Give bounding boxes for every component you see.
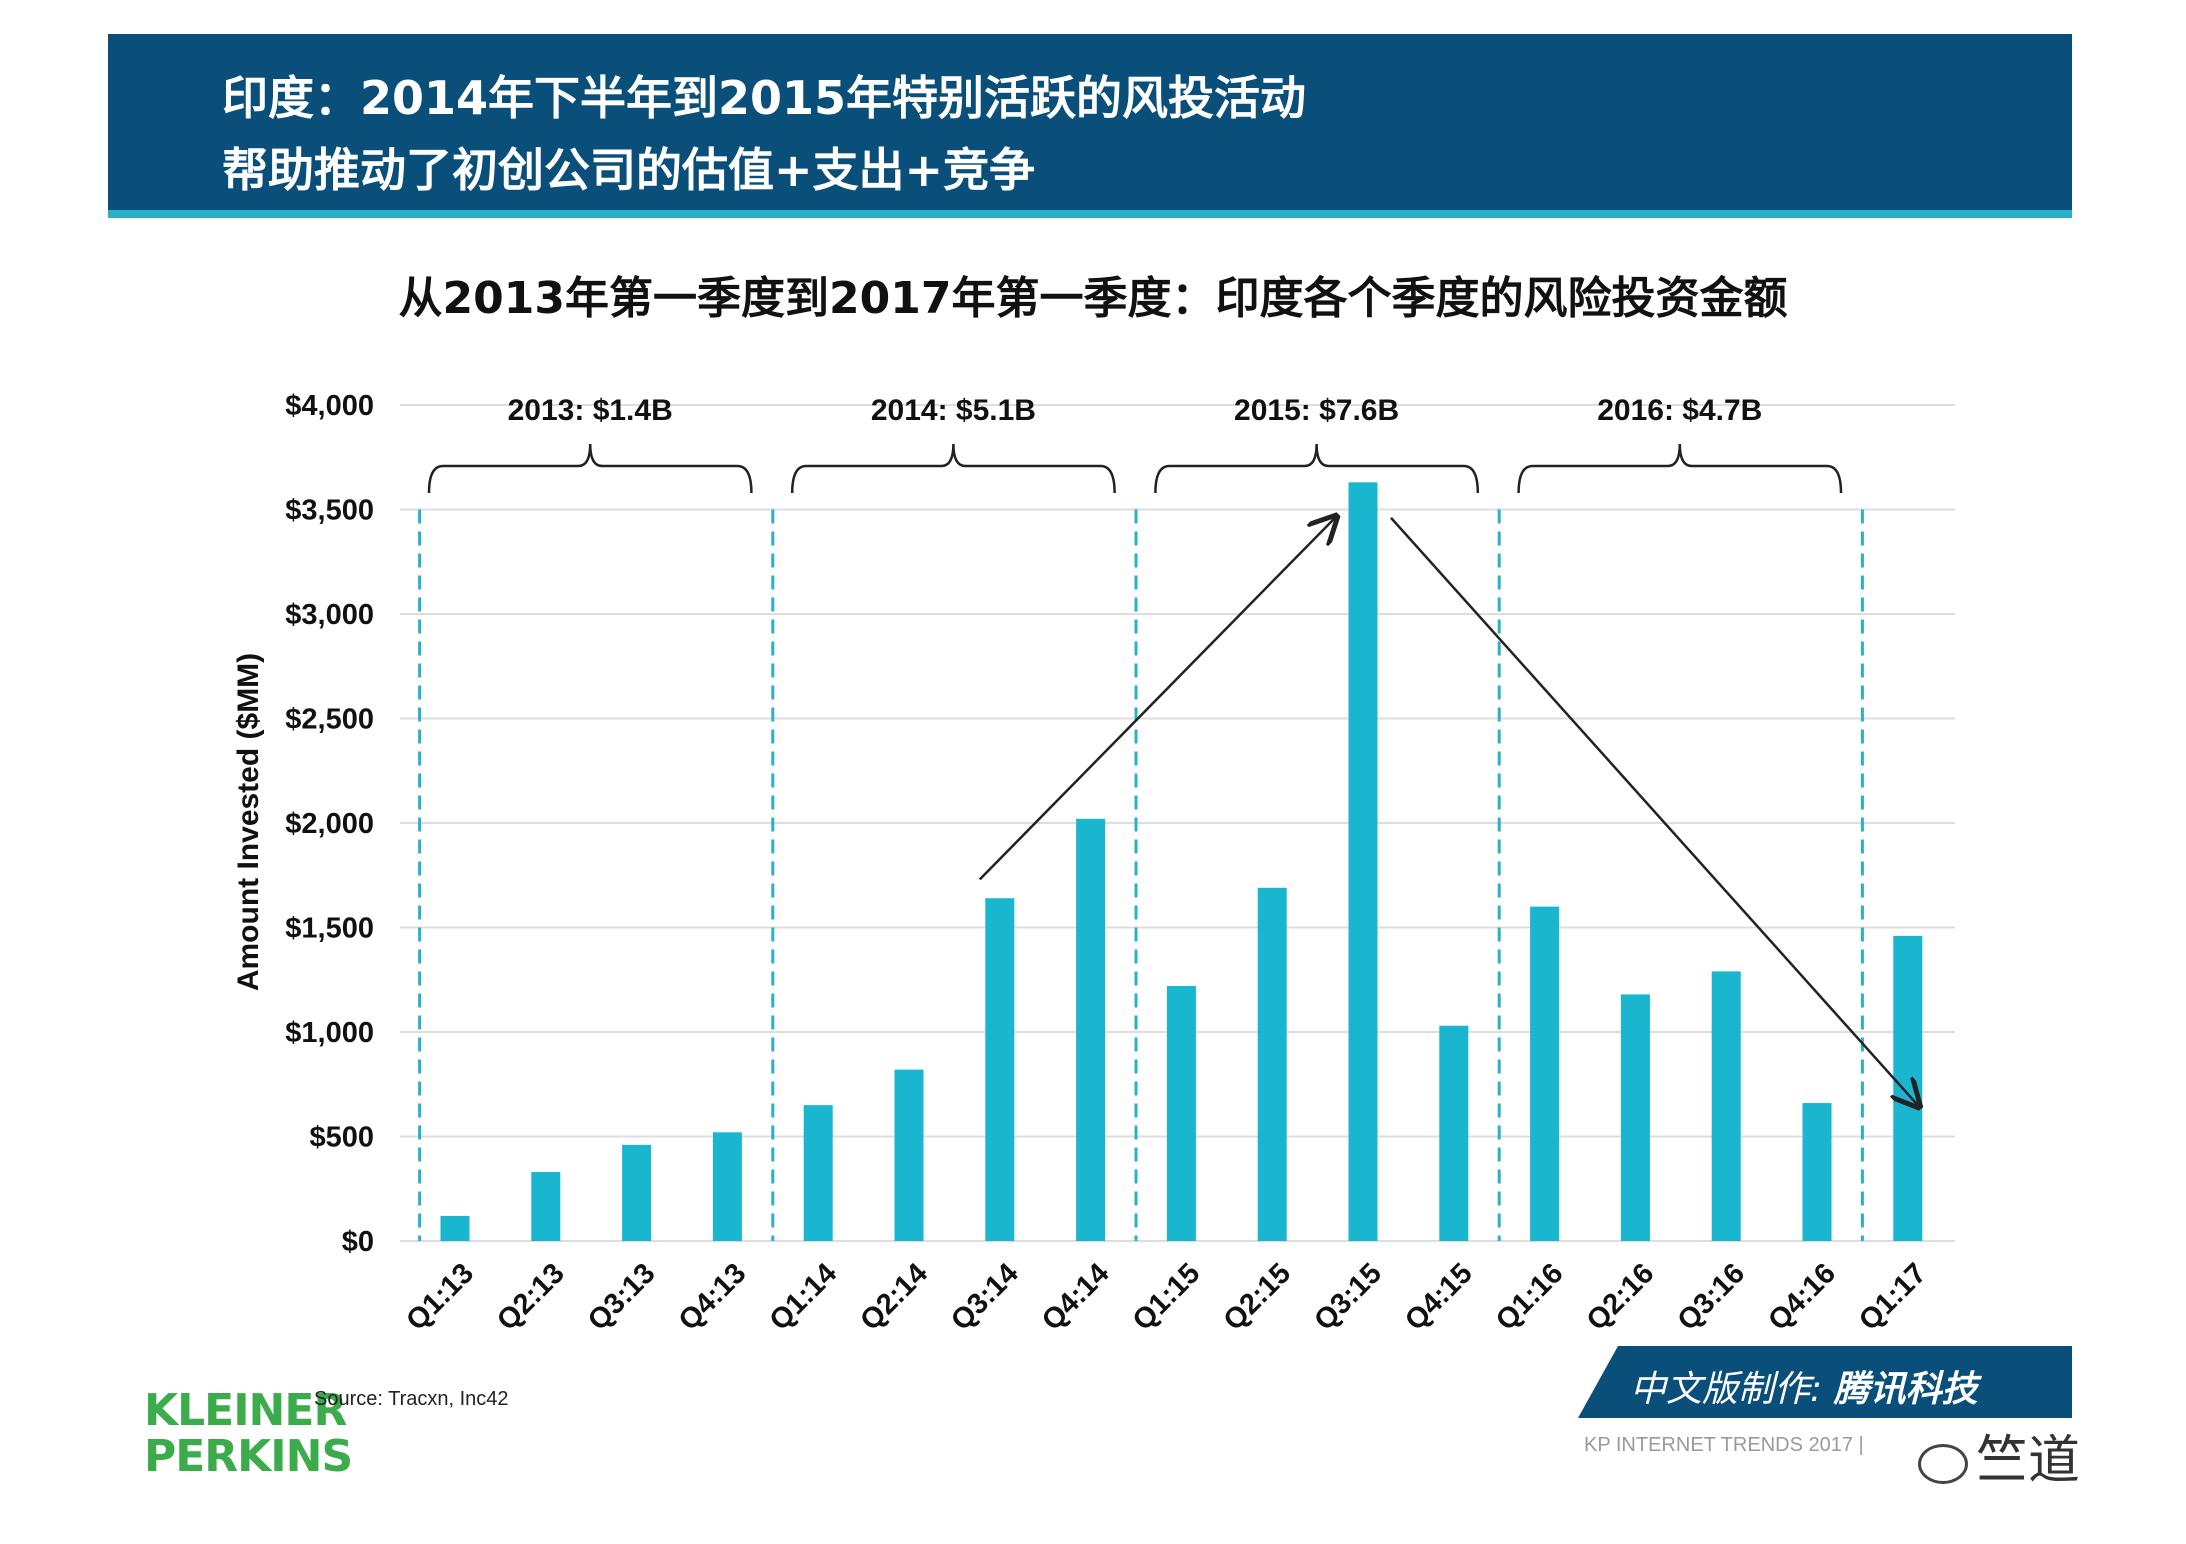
year-group-label: 2016: $4.7B: [1597, 394, 1762, 427]
bar: [1166, 986, 1196, 1241]
bar: [1620, 994, 1650, 1241]
year-group-label: 2014: $5.1B: [871, 394, 1036, 427]
x-tick-label: Q1:15: [1127, 1257, 1207, 1337]
year-brace: [1517, 443, 1843, 494]
x-tick-label: Q3:14: [945, 1257, 1025, 1337]
badge-text: 中文版制作: 腾讯科技: [1630, 1360, 1978, 1412]
badge-prefix: 中文版制作:: [1630, 1369, 1823, 1410]
x-tick-label: Q1:14: [764, 1257, 844, 1337]
x-tick-label: Q2:16: [1581, 1257, 1661, 1337]
x-tick-label: Q4:15: [1399, 1257, 1479, 1337]
y-tick-label: $1,000: [285, 1017, 374, 1049]
y-tick-label: $500: [309, 1122, 374, 1154]
bar: [712, 1132, 742, 1241]
bar: [531, 1172, 561, 1241]
x-tick-label: Q4:16: [1762, 1257, 1842, 1337]
x-tick-label: Q4:14: [1036, 1257, 1116, 1337]
bar: [440, 1215, 470, 1241]
x-tick-label: Q4:13: [673, 1257, 753, 1337]
y-axis-label: Amount Invested ($MM): [232, 653, 265, 991]
x-tick-label: Q3:13: [582, 1257, 662, 1337]
kleiner-perkins-logo: KLEINER PERKINS: [144, 1385, 353, 1482]
wechat-icon: [1918, 1444, 1968, 1484]
bar: [1893, 935, 1923, 1241]
header-banner: 印度：2014年下半年到2015年特别活跃的风投活动 帮助推动了初创公司的估值+…: [108, 34, 2072, 218]
year-group-label: 2015: $7.6B: [1234, 394, 1399, 427]
logo-line1: KLEINER: [144, 1385, 347, 1436]
y-tick-label: $4,000: [285, 390, 374, 422]
bar: [1257, 887, 1287, 1241]
bar: [1802, 1103, 1832, 1241]
y-tick-label: $3,500: [285, 495, 374, 527]
logo-line2: PERKINS: [144, 1431, 353, 1482]
x-tick-label: Q3:16: [1672, 1257, 1752, 1337]
tencent-badge: 中文版制作: 腾讯科技: [1578, 1346, 2072, 1418]
bar: [1711, 971, 1741, 1241]
source-note: Source: Tracxn, Inc42: [314, 1388, 509, 1410]
bar: [1076, 818, 1106, 1241]
y-tick-label: $3,000: [285, 599, 374, 631]
trend-arrow: [978, 518, 1335, 881]
wechat-label: 竺道: [1976, 1431, 2081, 1491]
bar: [1439, 1025, 1469, 1241]
x-tick-label: Q2:15: [1218, 1257, 1298, 1337]
bar: [894, 1069, 924, 1241]
trend-arrow: [1390, 517, 1918, 1105]
badge-brand: 腾讯科技: [1833, 1369, 1978, 1410]
wechat-watermark: 竺道: [1918, 1418, 2080, 1493]
bar: [985, 898, 1015, 1241]
bar: [1348, 482, 1378, 1242]
bar: [622, 1144, 652, 1241]
y-tick-label: $2,000: [285, 808, 374, 840]
y-tick-label: $1,500: [285, 913, 374, 945]
header-title-line1: 印度：2014年下半年到2015年特别活跃的风投活动: [222, 71, 1307, 125]
x-tick-label: Q1:13: [400, 1257, 480, 1337]
x-tick-label: Q1:17: [1853, 1257, 1933, 1337]
x-tick-label: Q2:13: [491, 1257, 571, 1337]
chart-title: 从2013年第一季度到2017年第一季度：印度各个季度的风险投资金额: [398, 273, 1788, 324]
year-brace: [790, 443, 1116, 494]
year-brace: [427, 443, 753, 494]
footer-text: KP INTERNET TRENDS 2017 |: [1584, 1434, 1864, 1456]
header-title-line2: 帮助推动了初创公司的估值+支出+竞争: [222, 143, 1036, 197]
year-brace: [1154, 443, 1480, 494]
year-group-label: 2013: $1.4B: [508, 394, 673, 427]
y-tick-label: $0: [342, 1226, 374, 1258]
x-tick-label: Q3:15: [1308, 1257, 1388, 1337]
y-tick-label: $2,500: [285, 704, 374, 736]
x-tick-label: Q1:16: [1490, 1257, 1570, 1337]
bar: [1530, 906, 1560, 1241]
x-tick-label: Q2:14: [854, 1257, 934, 1337]
bar: [803, 1105, 833, 1241]
